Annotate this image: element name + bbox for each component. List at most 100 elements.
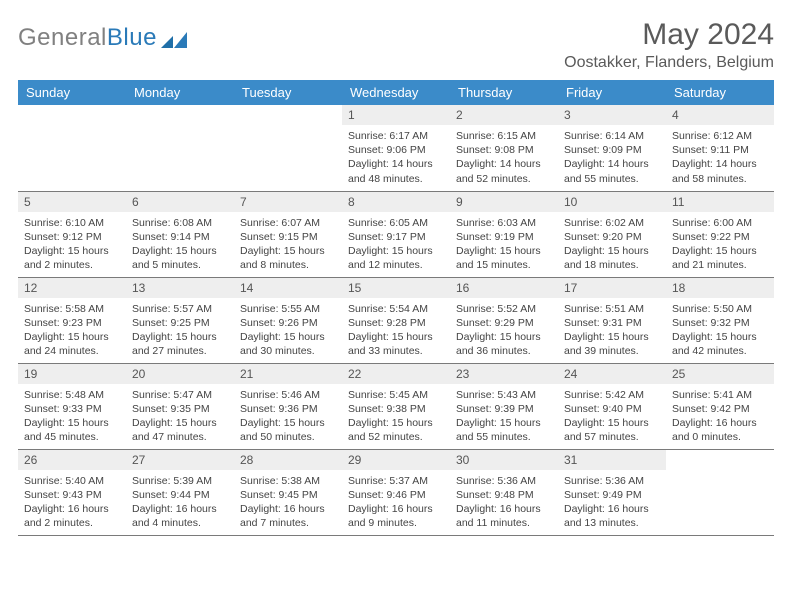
day-number: 22: [342, 364, 450, 384]
day-number: 18: [666, 278, 774, 298]
day-number: 28: [234, 450, 342, 470]
brand-logo: GeneralBlue: [18, 24, 187, 52]
calendar-cell: 25Sunrise: 5:41 AMSunset: 9:42 PMDayligh…: [666, 363, 774, 449]
day-details: Sunrise: 6:02 AMSunset: 9:20 PMDaylight:…: [558, 212, 666, 277]
day-details: Sunrise: 5:54 AMSunset: 9:28 PMDaylight:…: [342, 298, 450, 363]
weekday-header: Friday: [558, 80, 666, 105]
calendar-cell: 12Sunrise: 5:58 AMSunset: 9:23 PMDayligh…: [18, 277, 126, 363]
weekday-header-row: SundayMondayTuesdayWednesdayThursdayFrid…: [18, 80, 774, 105]
calendar-cell: 0.: [234, 105, 342, 191]
day-number: 6: [126, 192, 234, 212]
calendar-cell: 24Sunrise: 5:42 AMSunset: 9:40 PMDayligh…: [558, 363, 666, 449]
calendar-cell: 9Sunrise: 6:03 AMSunset: 9:19 PMDaylight…: [450, 191, 558, 277]
day-number: 19: [18, 364, 126, 384]
calendar-cell: 8Sunrise: 6:05 AMSunset: 9:17 PMDaylight…: [342, 191, 450, 277]
day-details: Sunrise: 5:39 AMSunset: 9:44 PMDaylight:…: [126, 470, 234, 535]
day-number: 1: [342, 105, 450, 125]
calendar-row: 12Sunrise: 5:58 AMSunset: 9:23 PMDayligh…: [18, 277, 774, 363]
calendar-cell: 13Sunrise: 5:57 AMSunset: 9:25 PMDayligh…: [126, 277, 234, 363]
day-details: Sunrise: 6:08 AMSunset: 9:14 PMDaylight:…: [126, 212, 234, 277]
calendar-cell: 11Sunrise: 6:00 AMSunset: 9:22 PMDayligh…: [666, 191, 774, 277]
day-number: 25: [666, 364, 774, 384]
day-details: Sunrise: 6:07 AMSunset: 9:15 PMDaylight:…: [234, 212, 342, 277]
day-details: Sunrise: 5:43 AMSunset: 9:39 PMDaylight:…: [450, 384, 558, 449]
day-details: Sunrise: 5:57 AMSunset: 9:25 PMDaylight:…: [126, 298, 234, 363]
day-number: 10: [558, 192, 666, 212]
day-details: Sunrise: 5:58 AMSunset: 9:23 PMDaylight:…: [18, 298, 126, 363]
calendar-cell: 10Sunrise: 6:02 AMSunset: 9:20 PMDayligh…: [558, 191, 666, 277]
day-number: 13: [126, 278, 234, 298]
weekday-header: Tuesday: [234, 80, 342, 105]
day-details: Sunrise: 6:10 AMSunset: 9:12 PMDaylight:…: [18, 212, 126, 277]
day-number: 12: [18, 278, 126, 298]
calendar-cell: 20Sunrise: 5:47 AMSunset: 9:35 PMDayligh…: [126, 363, 234, 449]
day-number: 3: [558, 105, 666, 125]
calendar-cell: 31Sunrise: 5:36 AMSunset: 9:49 PMDayligh…: [558, 449, 666, 535]
day-number: 7: [234, 192, 342, 212]
day-number: 8: [342, 192, 450, 212]
calendar-cell: 15Sunrise: 5:54 AMSunset: 9:28 PMDayligh…: [342, 277, 450, 363]
day-number: 15: [342, 278, 450, 298]
brand-word1: General: [18, 24, 107, 51]
day-number: 14: [234, 278, 342, 298]
day-details: Sunrise: 5:41 AMSunset: 9:42 PMDaylight:…: [666, 384, 774, 449]
calendar-cell: 14Sunrise: 5:55 AMSunset: 9:26 PMDayligh…: [234, 277, 342, 363]
calendar-cell: 18Sunrise: 5:50 AMSunset: 9:32 PMDayligh…: [666, 277, 774, 363]
calendar-cell: 26Sunrise: 5:40 AMSunset: 9:43 PMDayligh…: [18, 449, 126, 535]
page-title: May 2024: [642, 18, 774, 52]
day-number: 31: [558, 450, 666, 470]
day-details: Sunrise: 5:38 AMSunset: 9:45 PMDaylight:…: [234, 470, 342, 535]
calendar-table: SundayMondayTuesdayWednesdayThursdayFrid…: [18, 80, 774, 536]
calendar-cell: 6Sunrise: 6:08 AMSunset: 9:14 PMDaylight…: [126, 191, 234, 277]
day-number: 30: [450, 450, 558, 470]
day-details: Sunrise: 6:12 AMSunset: 9:11 PMDaylight:…: [666, 125, 774, 190]
calendar-cell: 30Sunrise: 5:36 AMSunset: 9:48 PMDayligh…: [450, 449, 558, 535]
calendar-cell: 1Sunrise: 6:17 AMSunset: 9:06 PMDaylight…: [342, 105, 450, 191]
calendar-row: 5Sunrise: 6:10 AMSunset: 9:12 PMDaylight…: [18, 191, 774, 277]
calendar-cell: 0.: [666, 449, 774, 535]
day-number: 20: [126, 364, 234, 384]
calendar-cell: 4Sunrise: 6:12 AMSunset: 9:11 PMDaylight…: [666, 105, 774, 191]
calendar-cell: 17Sunrise: 5:51 AMSunset: 9:31 PMDayligh…: [558, 277, 666, 363]
day-details: Sunrise: 5:50 AMSunset: 9:32 PMDaylight:…: [666, 298, 774, 363]
day-details: Sunrise: 5:52 AMSunset: 9:29 PMDaylight:…: [450, 298, 558, 363]
calendar-cell: 19Sunrise: 5:48 AMSunset: 9:33 PMDayligh…: [18, 363, 126, 449]
calendar-cell: 0.: [18, 105, 126, 191]
day-number: 29: [342, 450, 450, 470]
day-details: Sunrise: 5:48 AMSunset: 9:33 PMDaylight:…: [18, 384, 126, 449]
brand-word2: Blue: [107, 24, 157, 51]
day-details: Sunrise: 6:00 AMSunset: 9:22 PMDaylight:…: [666, 212, 774, 277]
day-details: Sunrise: 5:47 AMSunset: 9:35 PMDaylight:…: [126, 384, 234, 449]
calendar-cell: 5Sunrise: 6:10 AMSunset: 9:12 PMDaylight…: [18, 191, 126, 277]
day-details: Sunrise: 6:14 AMSunset: 9:09 PMDaylight:…: [558, 125, 666, 190]
day-details: Sunrise: 6:17 AMSunset: 9:06 PMDaylight:…: [342, 125, 450, 190]
calendar-cell: 7Sunrise: 6:07 AMSunset: 9:15 PMDaylight…: [234, 191, 342, 277]
day-number: 9: [450, 192, 558, 212]
day-details: Sunrise: 5:36 AMSunset: 9:48 PMDaylight:…: [450, 470, 558, 535]
day-details: Sunrise: 5:46 AMSunset: 9:36 PMDaylight:…: [234, 384, 342, 449]
weekday-header: Thursday: [450, 80, 558, 105]
calendar-row: 19Sunrise: 5:48 AMSunset: 9:33 PMDayligh…: [18, 363, 774, 449]
calendar-row: 0.0.0.1Sunrise: 6:17 AMSunset: 9:06 PMDa…: [18, 105, 774, 191]
day-details: Sunrise: 6:05 AMSunset: 9:17 PMDaylight:…: [342, 212, 450, 277]
weekday-header: Sunday: [18, 80, 126, 105]
day-details: Sunrise: 5:40 AMSunset: 9:43 PMDaylight:…: [18, 470, 126, 535]
day-details: Sunrise: 5:36 AMSunset: 9:49 PMDaylight:…: [558, 470, 666, 535]
day-details: Sunrise: 5:55 AMSunset: 9:26 PMDaylight:…: [234, 298, 342, 363]
day-number: 27: [126, 450, 234, 470]
calendar-cell: 29Sunrise: 5:37 AMSunset: 9:46 PMDayligh…: [342, 449, 450, 535]
weekday-header: Monday: [126, 80, 234, 105]
day-number: 17: [558, 278, 666, 298]
day-number: 4: [666, 105, 774, 125]
calendar-cell: 21Sunrise: 5:46 AMSunset: 9:36 PMDayligh…: [234, 363, 342, 449]
day-details: Sunrise: 6:15 AMSunset: 9:08 PMDaylight:…: [450, 125, 558, 190]
day-number: 2: [450, 105, 558, 125]
calendar-cell: 0.: [126, 105, 234, 191]
calendar-row: 26Sunrise: 5:40 AMSunset: 9:43 PMDayligh…: [18, 449, 774, 535]
location-text: Oostakker, Flanders, Belgium: [18, 54, 774, 72]
day-number: 16: [450, 278, 558, 298]
day-number: 11: [666, 192, 774, 212]
calendar-cell: 28Sunrise: 5:38 AMSunset: 9:45 PMDayligh…: [234, 449, 342, 535]
calendar-cell: 16Sunrise: 5:52 AMSunset: 9:29 PMDayligh…: [450, 277, 558, 363]
weekday-header: Saturday: [666, 80, 774, 105]
